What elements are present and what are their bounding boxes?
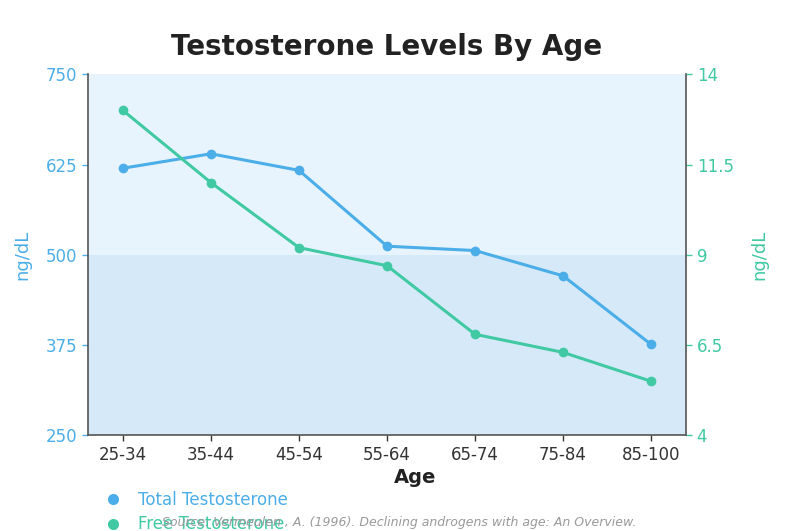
Bar	[88, 74, 686, 255]
Text: Source: Vermeulen , A. (1996). Declining androgens with age: An Overview.: Source: Vermeulen , A. (1996). Declining…	[162, 516, 636, 529]
Y-axis label: ng/dL: ng/dL	[14, 230, 32, 280]
Legend: Total Testosterone, Free Testosterone: Total Testosterone, Free Testosterone	[96, 491, 287, 531]
Y-axis label: ng/dL: ng/dL	[750, 230, 768, 280]
Text: Age: Age	[393, 468, 437, 487]
Title: Testosterone Levels By Age: Testosterone Levels By Age	[172, 33, 602, 61]
